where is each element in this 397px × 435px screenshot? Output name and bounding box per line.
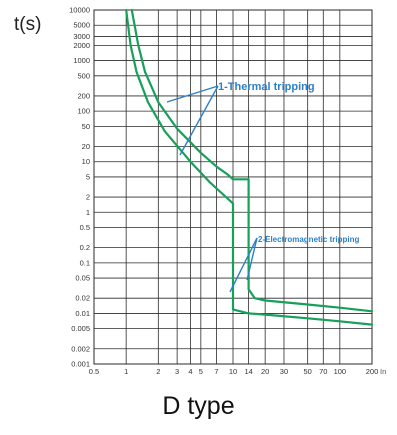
lower-trip-curve (125, 8, 374, 326)
annotation-electromagnetic-pointer (229, 237, 258, 293)
annotation-electromagnetic-tripping: 2-Electromagnetic tripping (258, 235, 359, 244)
x-tick-label: 200 (366, 367, 379, 376)
y-axis-label: t(s) (14, 14, 42, 35)
y-tick-label: 2000 (73, 41, 90, 50)
y-tick-label: 0.005 (71, 324, 90, 333)
x-tick-label: 70 (319, 367, 327, 376)
x-tick-label: 14 (244, 367, 252, 376)
y-tick-label: 3000 (73, 32, 90, 41)
upper-trip-curve (130, 8, 374, 313)
y-tick-label: 0.2 (80, 243, 90, 252)
y-tick-label: 2 (86, 193, 90, 202)
trip-curves (125, 8, 374, 326)
x-axis-label: In (380, 367, 386, 376)
x-tick-label: 7 (214, 367, 218, 376)
y-tick-label: 0.5 (80, 223, 90, 232)
y-tick-label: 0.02 (75, 294, 90, 303)
y-tick-label: 5 (86, 172, 90, 181)
x-tick-label: 5 (199, 367, 203, 376)
y-tick-label: 10000 (69, 6, 90, 15)
y-tick-label: 0.002 (71, 344, 90, 353)
y-tick-label: 20 (82, 142, 90, 151)
x-tick-label: 50 (304, 367, 312, 376)
x-tick-label: 1 (124, 367, 128, 376)
annotation-thermal-pointer (179, 85, 219, 156)
y-tick-label: 0.001 (71, 360, 90, 369)
annotation-thermal-pointer (166, 85, 219, 103)
y-tick-label: 10 (82, 157, 90, 166)
annotation-thermal-tripping: 1-Thermal tripping (218, 81, 315, 93)
y-tick-label: 200 (77, 91, 90, 100)
y-tick-label: 100 (77, 107, 90, 116)
annotations: 1-Thermal tripping 2-Electromagnetic trip… (166, 81, 359, 293)
y-tick-label: 1 (86, 208, 90, 217)
x-tick-label: 4 (188, 367, 192, 376)
y-tick-label: 1000 (73, 56, 90, 65)
y-tick-label: 0.01 (75, 309, 90, 318)
annotation-electromagnetic-pointer (246, 237, 258, 281)
y-tick-label: 50 (82, 122, 90, 131)
x-tick-label: 2 (156, 367, 160, 376)
y-tick-label: 500 (77, 71, 90, 80)
x-tick-label: 30 (280, 367, 288, 376)
grid (93, 9, 373, 365)
y-tick-label: 5000 (73, 21, 90, 30)
x-tick-labels: 0.5 1 2 3 4 5 7 10 14 20 30 50 70 100 200 In (89, 367, 386, 376)
y-tick-label: 0.1 (80, 258, 90, 267)
x-tick-label: 20 (261, 367, 269, 376)
x-tick-label: 0.5 (89, 367, 99, 376)
x-tick-label: 3 (175, 367, 179, 376)
x-tick-label: 10 (229, 367, 237, 376)
y-tick-label: 0.05 (75, 274, 90, 283)
chart-title: D type (162, 392, 235, 420)
x-tick-label: 100 (334, 367, 347, 376)
